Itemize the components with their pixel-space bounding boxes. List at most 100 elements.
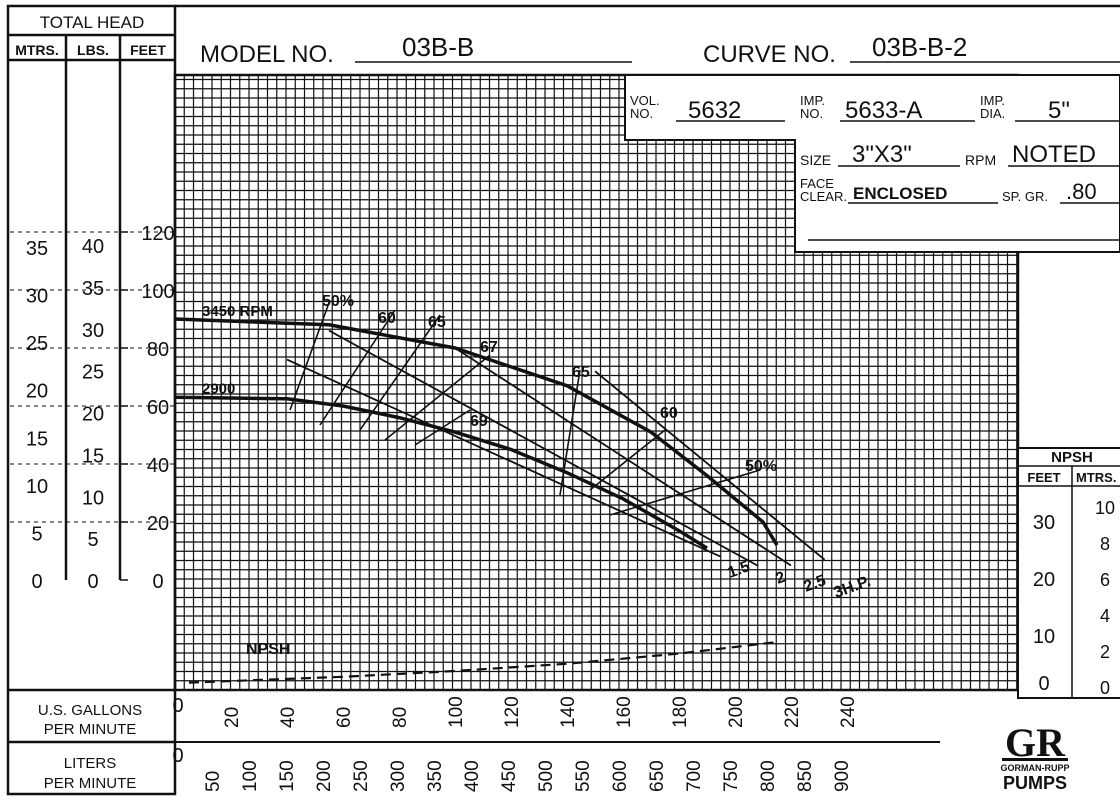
gpm-tick: 20 — [222, 707, 243, 728]
lbs-tick: 10 — [82, 487, 104, 509]
head-curve-2900-rpm — [174, 395, 708, 550]
npsh-mtrs-tick: 6 — [1100, 570, 1110, 590]
lbs-tick: 5 — [87, 529, 98, 551]
efficiency-label: 67 — [480, 339, 498, 356]
hp-label: 2.5 — [802, 572, 829, 596]
efficiency-label: 50% — [322, 293, 354, 310]
npsh-feet-tick: 30 — [1033, 512, 1055, 534]
col-feet-label: FEET — [130, 42, 166, 58]
feet-tick: 0 — [152, 571, 163, 593]
gpm-tick: 80 — [390, 707, 411, 728]
imp-no-label-2: NO. — [800, 106, 823, 121]
efficiency-line — [609, 469, 761, 516]
gpm-tick: 40 — [278, 707, 299, 728]
feet-tick: 60 — [147, 397, 169, 419]
logo-mark: GR — [1005, 720, 1066, 765]
efficiency-label: 60 — [660, 405, 678, 422]
gpm-tick: 140 — [558, 696, 579, 728]
gpm-tick: 160 — [614, 696, 635, 728]
gpm-zero: 0 — [172, 695, 183, 717]
npsh-mtrs-tick: 2 — [1100, 642, 1110, 662]
model-label: MODEL NO. — [200, 41, 334, 68]
lpm-tick: 700 — [684, 760, 705, 792]
mtrs-tick: 35 — [26, 238, 48, 260]
col-mtrs-label: MTRS. — [15, 42, 59, 58]
imp-no-label-1: IMP. — [800, 93, 825, 108]
imp-dia-label-2: DIA. — [980, 106, 1005, 121]
lbs-tick: 25 — [82, 362, 104, 384]
hp-line — [328, 329, 758, 567]
efficiency-line — [289, 299, 331, 411]
npsh-mtrs-tick: 0 — [1100, 678, 1110, 698]
npsh-mtrs-tick: 10 — [1095, 498, 1115, 518]
mtrs-tick: 0 — [31, 571, 42, 593]
lpm-tick: 450 — [499, 760, 520, 792]
feet-tick: 80 — [147, 339, 169, 361]
npsh-mtrs-tick: 8 — [1100, 534, 1110, 554]
lbs-tick: 30 — [82, 320, 104, 342]
npsh-curve — [188, 640, 778, 684]
npsh-scale-title: NPSH — [1051, 449, 1093, 466]
size-value: 3"X3" — [852, 141, 912, 168]
model-value: 03B-B — [402, 32, 474, 62]
lpm-tick: 300 — [388, 760, 409, 792]
lbs-tick: 40 — [82, 236, 104, 258]
lpm-tick: 100 — [240, 760, 261, 792]
npsh-scale-ticks: 10 20 30 0 0 2 4 6 8 10 — [1033, 498, 1115, 698]
vol-label-2: NO. — [630, 106, 653, 121]
gorman-rupp-logo: GR GORMAN-RUPP PUMPS — [996, 720, 1074, 792]
left-scales: 0 20 40 60 80 100 120 0 5 10 15 20 25 30 35 40 0 5 10 15 20 2… — [10, 223, 175, 593]
efficiency-line — [319, 309, 396, 426]
efficiency-label: 65 — [572, 364, 590, 381]
logo-line1: GORMAN-RUPP — [1001, 763, 1070, 773]
npsh-feet-zero: 0 — [1038, 673, 1049, 695]
lpm-zero: 0 — [172, 745, 183, 767]
lpm-tick: 650 — [647, 760, 668, 792]
gpm-tick: 240 — [838, 696, 859, 728]
chart-grid — [173, 73, 1020, 692]
feet-tick: 40 — [147, 455, 169, 477]
vol-value: 5632 — [688, 97, 741, 124]
mtrs-tick: 20 — [26, 381, 48, 403]
logo-line2: PUMPS — [1003, 773, 1067, 792]
lpm-tick: 400 — [462, 760, 483, 792]
feet-tick: 100 — [141, 281, 174, 303]
npsh-feet-tick: 10 — [1033, 626, 1055, 648]
imp-no-value: 5633-A — [845, 97, 922, 124]
efficiency-line — [384, 354, 491, 441]
col-lbs-label: LBS. — [77, 42, 109, 58]
lpm-tick: 850 — [795, 760, 816, 792]
npsh-col-mtrs: MTRS. — [1076, 470, 1116, 485]
npsh-feet-tick: 20 — [1033, 569, 1055, 591]
lpm-tick: 150 — [277, 760, 298, 792]
npsh-mtrs-tick: 4 — [1100, 606, 1110, 626]
mtrs-tick: 25 — [26, 333, 48, 355]
lpm-tick: 50 — [203, 771, 224, 792]
sp-gr-label: SP. GR. — [1002, 189, 1048, 204]
spec-box — [624, 74, 1120, 253]
lpm-tick: 750 — [721, 760, 742, 792]
hp-line — [594, 370, 826, 561]
face-clear-label-1: FACE — [800, 176, 834, 191]
size-label: SIZE — [800, 152, 831, 168]
gpm-tick: 100 — [446, 696, 467, 728]
gpm-tick: 120 — [502, 696, 523, 728]
efficiency-line — [414, 409, 471, 446]
face-clear-label-2: CLEAR. — [800, 189, 847, 204]
speed-label-2900: 2900 — [202, 381, 235, 398]
gpm-tick: 60 — [334, 707, 355, 728]
lpm-tick: 200 — [314, 760, 335, 792]
gpm-label-2: PER MINUTE — [44, 721, 137, 738]
feet-tick: 20 — [147, 513, 169, 535]
feet-tick: 120 — [141, 223, 174, 245]
total-head-label: TOTAL HEAD — [40, 13, 145, 32]
imp-dia-label-1: IMP. — [980, 93, 1005, 108]
face-clear-value: ENCLOSED — [853, 184, 947, 203]
sp-gr-value: .80 — [1066, 179, 1097, 204]
curve-label: CURVE NO. — [703, 41, 836, 68]
efficiency-label: 50% — [745, 458, 777, 475]
hp-line — [454, 347, 792, 567]
lbs-tick: 20 — [82, 404, 104, 426]
